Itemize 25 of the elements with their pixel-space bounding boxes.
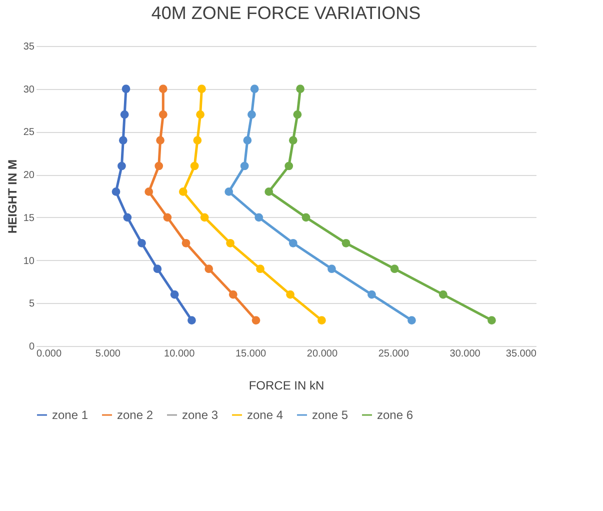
x-axis-title: FORCE IN kN: [248, 378, 324, 392]
x-tick-label: 25.000: [378, 348, 410, 360]
x-tick-label: 5.000: [95, 348, 121, 360]
y-tick-label: 30: [23, 84, 35, 96]
x-tick-label: 15.000: [235, 348, 267, 360]
y-tick-label: 20: [23, 170, 35, 182]
y-axis-title: HEIGHT IN M: [5, 160, 20, 234]
chart-title: 40M ZONE FORCE VARIATIONS: [151, 3, 421, 23]
legend-label: zone 5: [312, 408, 348, 422]
legend-label: zone 3: [182, 408, 218, 422]
y-tick-label: 25: [23, 127, 35, 138]
y-tick-label: 0: [28, 342, 35, 352]
x-tick-label: 20.000: [306, 348, 338, 360]
x-tick-label: 30.000: [450, 348, 481, 360]
y-tick-label: 15: [23, 212, 35, 224]
legend-label: zone 4: [247, 408, 284, 422]
y-tick-label: 5: [28, 298, 35, 310]
y-tick-label: 35: [23, 42, 35, 52]
x-tick-label: 0.000: [36, 348, 62, 360]
legend-label: zone 1: [52, 408, 88, 422]
legend-label: zone 6: [377, 408, 414, 422]
legend-label: zone 2: [117, 408, 154, 422]
x-tick-label: 10.000: [164, 348, 196, 360]
x-tick-label: 35.000: [506, 348, 537, 360]
y-tick-label: 10: [23, 256, 35, 267]
